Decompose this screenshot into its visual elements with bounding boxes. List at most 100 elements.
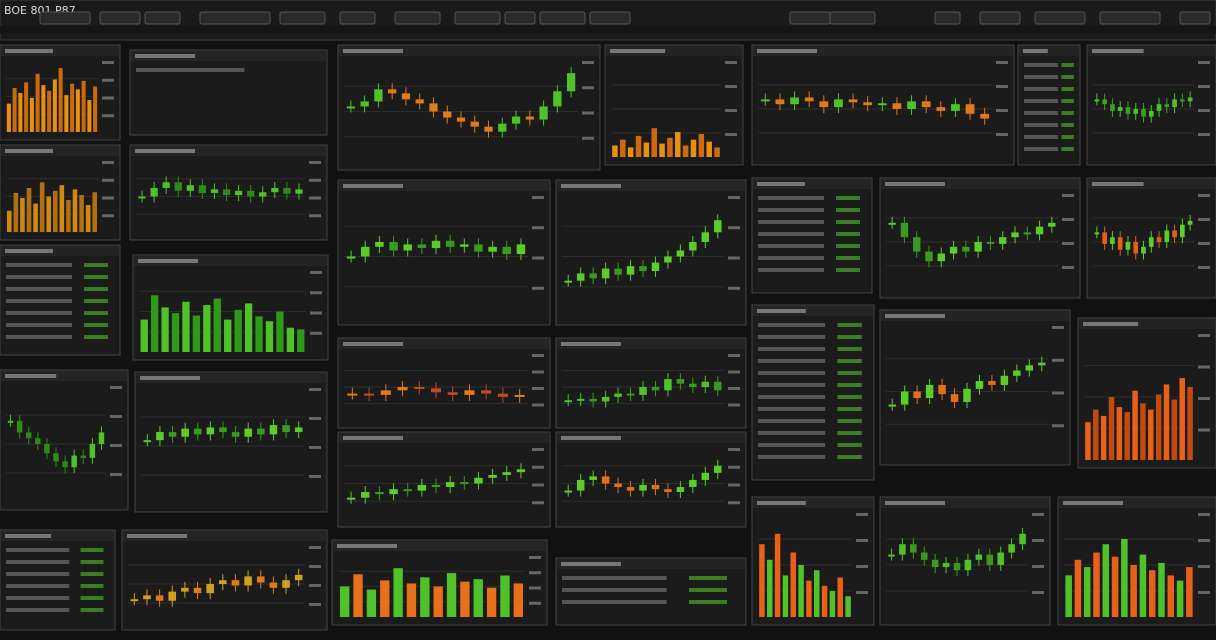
- candle: [282, 425, 290, 433]
- list-row: [1024, 147, 1059, 151]
- price-scale-placeholder: [728, 403, 740, 407]
- candle: [1187, 220, 1193, 225]
- panel-header: [1088, 179, 1215, 189]
- list-row: [6, 596, 70, 600]
- price-scale-placeholder: [529, 556, 541, 559]
- price-scale-placeholder: [996, 109, 1008, 112]
- candle: [1172, 230, 1177, 238]
- toolbar-button[interactable]: [39, 11, 91, 25]
- panel-label-placeholder: [561, 342, 621, 346]
- panel: [134, 371, 328, 513]
- volume-bar: [6, 103, 11, 132]
- toolbar-button[interactable]: [504, 11, 536, 25]
- panel-header: [881, 498, 1049, 508]
- toolbar-button[interactable]: [789, 11, 831, 25]
- candle: [1148, 237, 1154, 247]
- price-scale-placeholder: [1198, 109, 1210, 112]
- candle: [498, 123, 507, 132]
- toolbar-button[interactable]: [279, 11, 326, 25]
- toolbar-button[interactable]: [1034, 11, 1086, 25]
- list-value: [837, 407, 862, 411]
- candle: [1094, 99, 1100, 102]
- list-row: [758, 268, 824, 272]
- price-scale-placeholder: [309, 417, 321, 420]
- candle: [168, 591, 177, 601]
- volume-bar: [1130, 565, 1137, 617]
- toolbar-button[interactable]: [829, 11, 876, 25]
- candle: [80, 455, 86, 458]
- toolbar-button[interactable]: [539, 11, 586, 25]
- candle: [525, 116, 534, 120]
- volume-bar: [1102, 544, 1110, 617]
- price-scale-placeholder: [532, 226, 544, 230]
- panel: [555, 179, 747, 326]
- candle: [539, 106, 548, 120]
- volume-bar: [1187, 386, 1193, 460]
- panel-header: [339, 181, 549, 191]
- list-row: [758, 208, 824, 212]
- panel-label-placeholder: [757, 182, 805, 186]
- candle: [576, 398, 585, 401]
- volume-bar: [66, 200, 71, 232]
- candle: [375, 241, 384, 247]
- price-scale-placeholder: [529, 586, 541, 590]
- candle: [848, 99, 858, 103]
- candle: [244, 428, 253, 437]
- candle: [283, 187, 291, 194]
- list-value: [689, 576, 727, 580]
- candle: [443, 111, 452, 118]
- candle: [936, 107, 946, 111]
- toolbar-button[interactable]: [144, 11, 181, 25]
- candle: [986, 554, 994, 565]
- panel-header: [339, 46, 599, 56]
- candle: [71, 455, 77, 468]
- candle: [986, 242, 995, 244]
- panel-label-placeholder: [610, 49, 666, 53]
- candle: [950, 394, 959, 402]
- candle: [910, 544, 917, 553]
- toolbar-button[interactable]: [99, 11, 141, 25]
- volume-bar: [473, 579, 483, 617]
- volume-bar: [790, 552, 796, 617]
- toolbar-button[interactable]: [589, 11, 631, 25]
- candle: [1117, 237, 1123, 250]
- list-value: [837, 335, 862, 339]
- panel-label-placeholder: [5, 374, 57, 378]
- candle: [1000, 375, 1009, 385]
- toolbar-button[interactable]: [339, 11, 376, 25]
- price-scale-placeholder: [582, 111, 594, 115]
- panel-label-placeholder: [757, 501, 806, 505]
- price-scale-placeholder: [310, 291, 322, 295]
- candle: [62, 461, 68, 468]
- toolbar-button[interactable]: [934, 11, 961, 25]
- volume-bar: [6, 210, 12, 232]
- toolbar-button[interactable]: [394, 11, 441, 25]
- panel-header: [339, 339, 549, 349]
- price-scale-placeholder: [102, 96, 114, 100]
- candle: [913, 237, 921, 252]
- volume-bar: [244, 303, 253, 352]
- panel: [0, 369, 129, 511]
- candle: [257, 428, 265, 435]
- candle: [1164, 104, 1170, 108]
- list-value: [837, 395, 862, 399]
- panel: [337, 431, 551, 528]
- volume-bar: [1132, 390, 1138, 460]
- panel-header: [131, 51, 326, 61]
- candle: [282, 580, 290, 588]
- list-value: [80, 572, 104, 576]
- panel-label-placeholder: [343, 184, 403, 188]
- toolbar-button[interactable]: [454, 11, 501, 25]
- toolbar-button[interactable]: [979, 11, 1021, 25]
- volume-bar: [845, 596, 851, 617]
- candle: [1180, 99, 1185, 102]
- volume-bar: [192, 315, 201, 352]
- toolbar-button[interactable]: [199, 11, 271, 25]
- panel-label-placeholder: [1092, 182, 1144, 186]
- candle: [819, 101, 829, 108]
- volume-bar: [255, 316, 263, 352]
- price-scale-placeholder: [582, 61, 594, 64]
- toolbar-button[interactable]: [1099, 11, 1161, 25]
- candle: [347, 393, 358, 396]
- toolbar-button[interactable]: [1179, 11, 1211, 25]
